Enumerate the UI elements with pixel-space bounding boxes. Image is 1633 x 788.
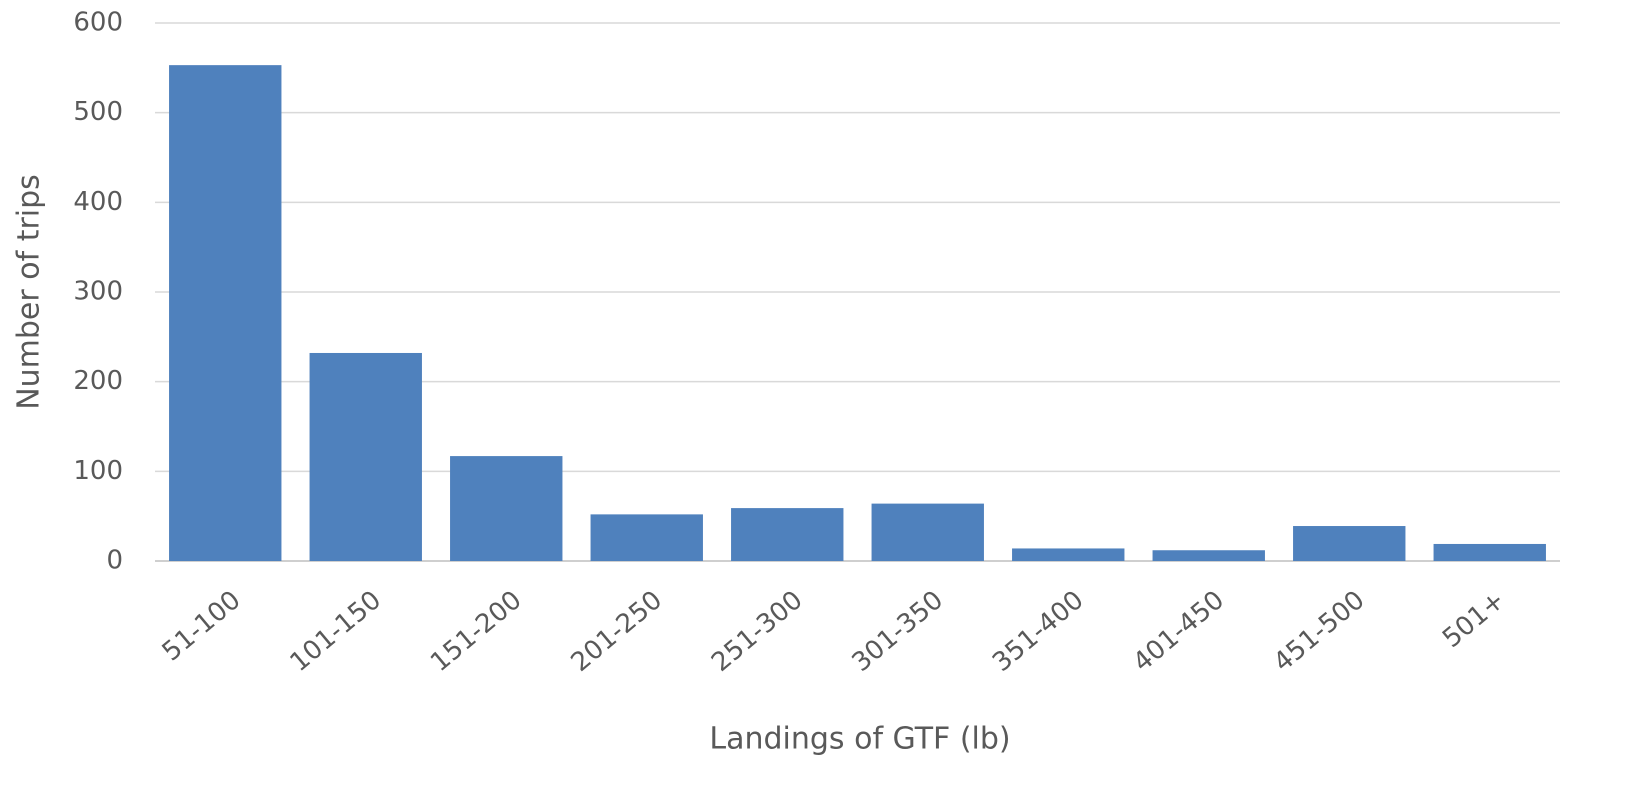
x-tick-label: 301-350 [847,585,950,678]
y-tick-label: 600 [73,8,123,38]
y-tick-label: 0 [106,546,123,576]
x-tick-label: 351-400 [987,585,1090,678]
y-tick-label: 200 [73,366,123,396]
x-tick-label: 101-150 [285,585,388,678]
y-tick-label: 100 [73,456,123,486]
bar [731,508,844,561]
y-tick-label: 300 [73,277,123,307]
bar [871,503,984,561]
x-tick-label: 251-300 [706,585,809,678]
y-tick-label: 500 [73,97,123,127]
x-tick-label: 151-200 [425,585,528,678]
bar [1433,543,1546,561]
x-axis-title: Landings of GTF (lb) [709,722,1010,757]
bar [309,352,422,561]
y-axis-title: Number of trips [12,174,47,410]
y-tick-label: 400 [73,187,123,217]
x-tick-label: 501+ [1437,585,1511,654]
bar [1152,550,1265,561]
x-tick-label: 401-450 [1128,585,1231,678]
x-tick-label: 51-100 [157,585,247,667]
bar [590,514,703,561]
bar [1012,548,1125,561]
x-tick-label: 451-500 [1268,585,1371,678]
bar [169,65,282,561]
bar [450,456,563,561]
x-tick-label: 201-250 [566,585,669,678]
bar [1293,526,1406,561]
